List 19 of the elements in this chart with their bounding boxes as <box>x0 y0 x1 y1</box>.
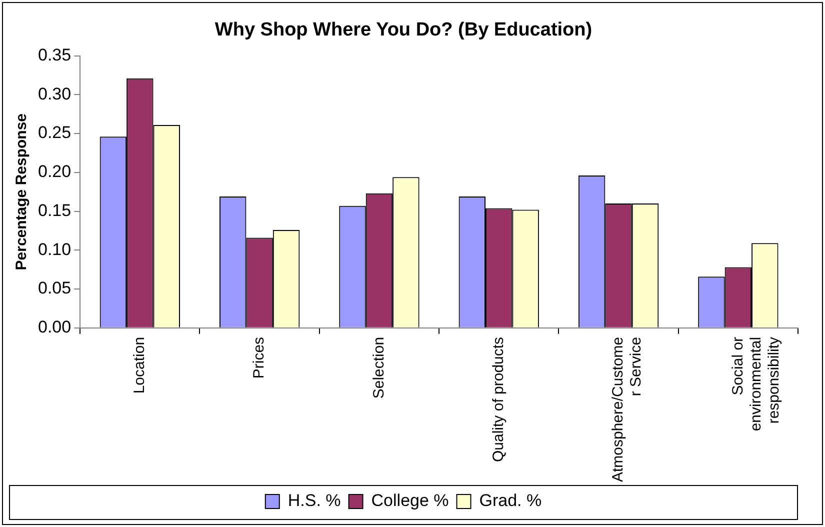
x-tick-label: Selection <box>370 336 388 399</box>
x-tick-label: Quality of products <box>490 336 508 462</box>
x-tick-label: Atmosphere/Customer Service <box>610 336 645 482</box>
y-axis-title: Percentage Response <box>13 114 30 270</box>
legend-label: Grad. % <box>479 491 542 510</box>
y-tick-label: 0.10 <box>38 240 72 259</box>
y-tick-label: 0.15 <box>38 200 72 220</box>
chart-title: Why Shop Where You Do? (By Education) <box>214 20 592 41</box>
legend-label: College % <box>371 491 449 510</box>
y-tick-label: 0.20 <box>38 162 72 182</box>
legend-label: H.S. % <box>288 491 341 510</box>
y-tick-label: 0.05 <box>38 278 72 298</box>
y-tick-label: 0.25 <box>38 123 72 142</box>
y-tick-label: 0.00 <box>38 318 72 337</box>
y-tick-label: 0.30 <box>38 84 72 104</box>
x-tick-label: Location <box>131 336 148 394</box>
x-tick-label: Prices <box>250 336 268 379</box>
x-tick-label: Social or environmental responsibility <box>729 336 782 432</box>
y-tick-label: 0.35 <box>38 45 72 64</box>
